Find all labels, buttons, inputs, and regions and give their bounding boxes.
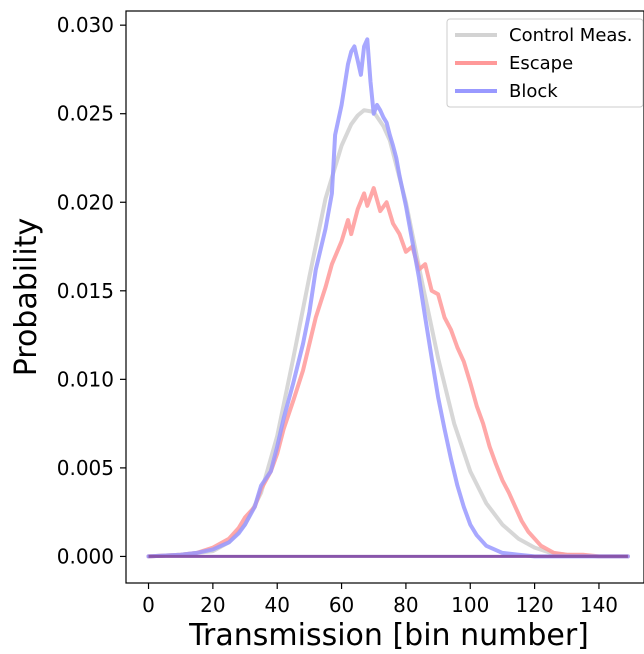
series-line-escape [146, 186, 630, 559]
x-tick-label: 100 [451, 593, 489, 617]
y-axis-label: Probability [9, 218, 44, 377]
x-tick-label: 120 [516, 593, 554, 617]
y-tick-label: 0.015 [57, 279, 114, 303]
y-axis-ticks: 0.000 0.005 0.010 0.015 0.020 0.025 0.030 [57, 13, 126, 568]
x-tick-label: 140 [580, 593, 618, 617]
x-tick-label: 0 [142, 593, 155, 617]
legend: Control Meas. Escape Block [446, 18, 644, 108]
plot-area: 0 20 40 60 80 100 120 140 0.0000.0050.0100.0150… [57, 10, 644, 617]
plot-frame [125, 10, 644, 584]
legend-label: Control Meas. [509, 25, 633, 46]
legend-items: Control Meas. Escape Block [455, 25, 633, 102]
x-tick-label: 80 [393, 593, 418, 617]
series-line-control-meas [146, 108, 630, 559]
x-tick-label: 60 [329, 593, 354, 617]
y-tick-label: 0.000 [57, 544, 114, 568]
legend-label: Block [509, 81, 558, 102]
y-tick-label: 0.005 [57, 456, 114, 480]
x-tick-label: 20 [200, 593, 225, 617]
x-axis-ticks: 0 20 40 60 80 100 120 140 [142, 583, 618, 617]
x-axis-label: Transmission [bin number] [188, 618, 589, 653]
x-tick-label: 40 [264, 593, 289, 617]
series-layer [146, 37, 630, 559]
y-tick-label: 0.030 [57, 13, 114, 37]
legend-label: Escape [509, 53, 573, 74]
y-tick-label: 0.010 [57, 367, 114, 391]
legend-box [446, 18, 644, 108]
y-tick-label: 0.020 [57, 190, 114, 214]
y-tick-label: 0.025 [57, 102, 114, 126]
series-line-block [146, 37, 630, 559]
